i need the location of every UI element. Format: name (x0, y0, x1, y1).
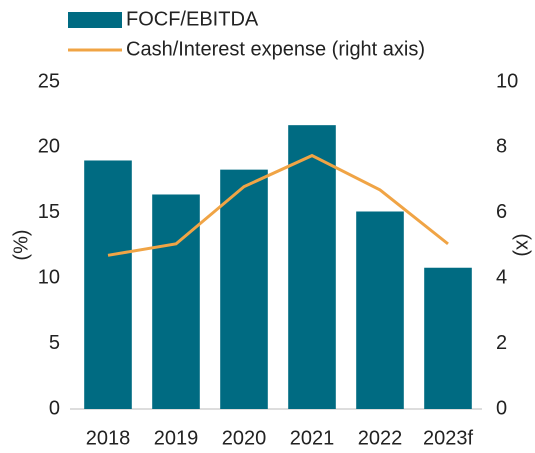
legend-label: FOCF/EBITDA (126, 8, 259, 30)
bar (220, 169, 268, 409)
legend-swatch (68, 12, 122, 28)
y-tick-label: 20 (38, 136, 60, 158)
y2-tick-label: 2 (496, 332, 507, 354)
y-tick-label: 5 (49, 332, 60, 354)
y2-tick-label: 8 (496, 136, 507, 158)
y2-axis-label: (x) (512, 233, 534, 256)
x-tick-label: 2019 (154, 427, 199, 449)
bar (152, 194, 200, 409)
y-tick-label: 15 (38, 201, 60, 223)
bar (424, 267, 472, 409)
y2-tick-label: 0 (496, 397, 507, 419)
line (107, 153, 449, 257)
bar (356, 211, 404, 409)
y2-tick-label: 6 (496, 201, 507, 223)
y-tick-label: 0 (49, 397, 60, 419)
y2-tick-label: 4 (496, 266, 507, 288)
y-tick-label: 10 (38, 266, 60, 288)
bar (288, 125, 336, 409)
y2-tick-label: 10 (496, 70, 518, 92)
x-tick-label: 2023f (423, 427, 473, 449)
x-tick-label: 2018 (86, 427, 131, 449)
y-axis-label: (%) (10, 229, 32, 260)
bar (84, 160, 132, 409)
y-tick-label: 25 (38, 70, 60, 92)
x-tick-label: 2020 (222, 427, 267, 449)
x-tick-label: 2022 (358, 427, 403, 449)
x-tick-label: 2021 (290, 427, 335, 449)
legend-label: Cash/Interest expense (right axis) (126, 38, 425, 60)
